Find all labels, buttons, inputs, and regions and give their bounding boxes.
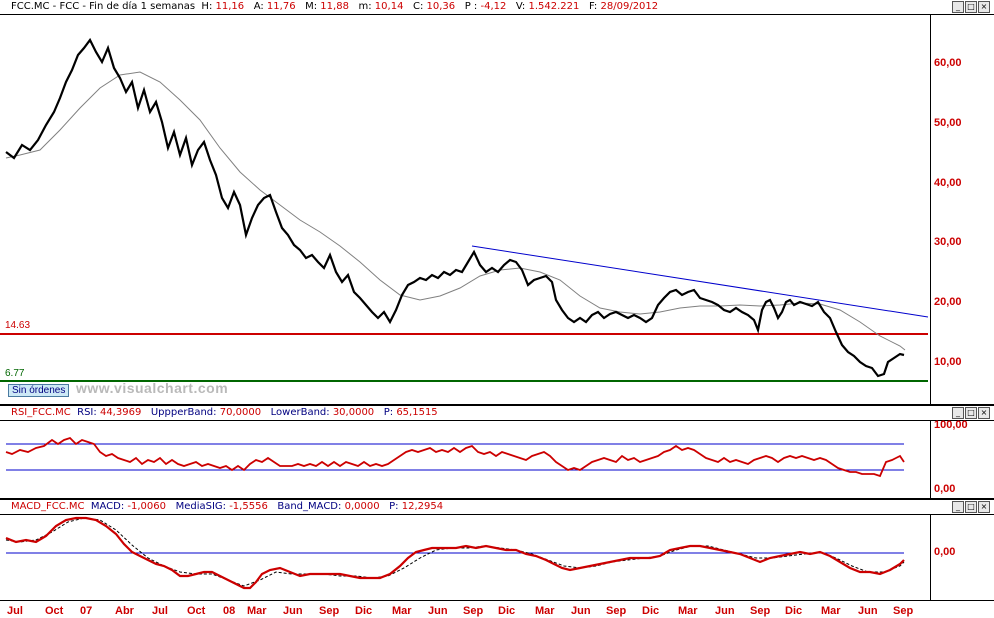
macd-window-buttons: _ □ ×: [952, 501, 990, 513]
x-tick: Mar: [678, 605, 698, 617]
x-tick: Dic: [498, 605, 516, 617]
price-y-tick: 60,00: [934, 57, 962, 69]
minimize-button[interactable]: _: [952, 407, 964, 419]
rsi-window-buttons: _ □ ×: [952, 407, 990, 419]
x-tick: Sep: [750, 605, 771, 617]
x-tick: Dic: [785, 605, 803, 617]
minimize-button[interactable]: _: [952, 1, 964, 13]
maximize-button[interactable]: □: [965, 1, 977, 13]
macd-y-axis[interactable]: [930, 515, 994, 600]
x-tick: Abr: [115, 605, 134, 617]
price-y-tick: 50,00: [934, 117, 962, 129]
x-tick: Oct: [45, 605, 64, 617]
macd-line: [5, 516, 905, 590]
pane-divider: [0, 600, 994, 601]
price-y-tick: 10,00: [934, 356, 962, 368]
x-tick: Jun: [571, 605, 591, 617]
x-tick: Jun: [858, 605, 878, 617]
x-tick: Mar: [247, 605, 267, 617]
x-tick: 08: [223, 605, 236, 617]
macd-header-text: MACD_FCC.MC MACD: -1,0060 MediaSIG: -1,5…: [11, 501, 444, 512]
macd-pane[interactable]: MACD_FCC.MC MACD: -1,0060 MediaSIG: -1,5…: [0, 500, 994, 600]
close-button[interactable]: ×: [978, 407, 990, 419]
level-label-green: 6.77: [5, 368, 25, 379]
x-tick: Mar: [535, 605, 555, 617]
maximize-button[interactable]: □: [965, 501, 977, 513]
rsi-y-axis[interactable]: [930, 421, 994, 498]
price-pane-header: FCC.MC - FCC - Fin de día 1 semanas H: 1…: [0, 0, 994, 15]
pane-divider[interactable]: [0, 404, 994, 406]
price-pane[interactable]: FCC.MC - FCC - Fin de día 1 semanas H: 1…: [0, 0, 994, 404]
price-header-text: FCC.MC - FCC - Fin de día 1 semanas H: 1…: [11, 1, 659, 12]
rsi-line: [5, 436, 905, 478]
price-y-tick: 40,00: [934, 177, 962, 189]
x-tick: 07: [80, 605, 93, 617]
price-y-tick: 20,00: [934, 296, 962, 308]
x-tick: Jul: [7, 605, 23, 617]
x-tick: Dic: [355, 605, 373, 617]
x-tick: Sep: [893, 605, 914, 617]
maximize-button[interactable]: □: [965, 407, 977, 419]
trend-line: [471, 245, 929, 318]
rsi-pane[interactable]: RSI_FCC.MC RSI: 44,3969 UppperBand: 70,0…: [0, 406, 994, 498]
level-label-red: 14.63: [5, 320, 31, 331]
x-tick: Sep: [463, 605, 484, 617]
close-button[interactable]: ×: [978, 1, 990, 13]
x-tick: Jun: [715, 605, 735, 617]
x-tick: Jun: [283, 605, 303, 617]
x-tick: Mar: [392, 605, 412, 617]
price-line: [5, 37, 905, 378]
watermark: www.visualchart.com: [76, 380, 229, 396]
rsi-y-tick: 100,00: [934, 419, 968, 431]
x-tick: Sep: [606, 605, 627, 617]
macd-y-tick: 0,00: [934, 546, 956, 558]
pane-divider[interactable]: [0, 498, 994, 500]
x-tick: Mar: [821, 605, 841, 617]
macd-signal-line: [5, 517, 905, 587]
rsi-y-tick: 0,00: [934, 483, 956, 495]
rsi-pane-header: RSI_FCC.MC RSI: 44,3969 UppperBand: 70,0…: [0, 406, 994, 421]
x-tick: Dic: [642, 605, 660, 617]
moving-average-line: [5, 71, 906, 351]
sin-ordenes-badge[interactable]: Sin órdenes: [8, 384, 70, 397]
rsi-header-text: RSI_FCC.MC RSI: 44,3969 UppperBand: 70,0…: [11, 407, 438, 418]
macd-pane-header: MACD_FCC.MC MACD: -1,0060 MediaSIG: -1,5…: [0, 500, 994, 515]
price-window-buttons: _ □ ×: [952, 1, 990, 13]
price-y-tick: 30,00: [934, 236, 962, 248]
close-button[interactable]: ×: [978, 501, 990, 513]
x-tick: Oct: [187, 605, 206, 617]
x-tick: Jul: [152, 605, 168, 617]
x-tick: Jun: [428, 605, 448, 617]
price-y-axis[interactable]: [930, 15, 994, 404]
x-tick: Sep: [319, 605, 340, 617]
minimize-button[interactable]: _: [952, 501, 964, 513]
